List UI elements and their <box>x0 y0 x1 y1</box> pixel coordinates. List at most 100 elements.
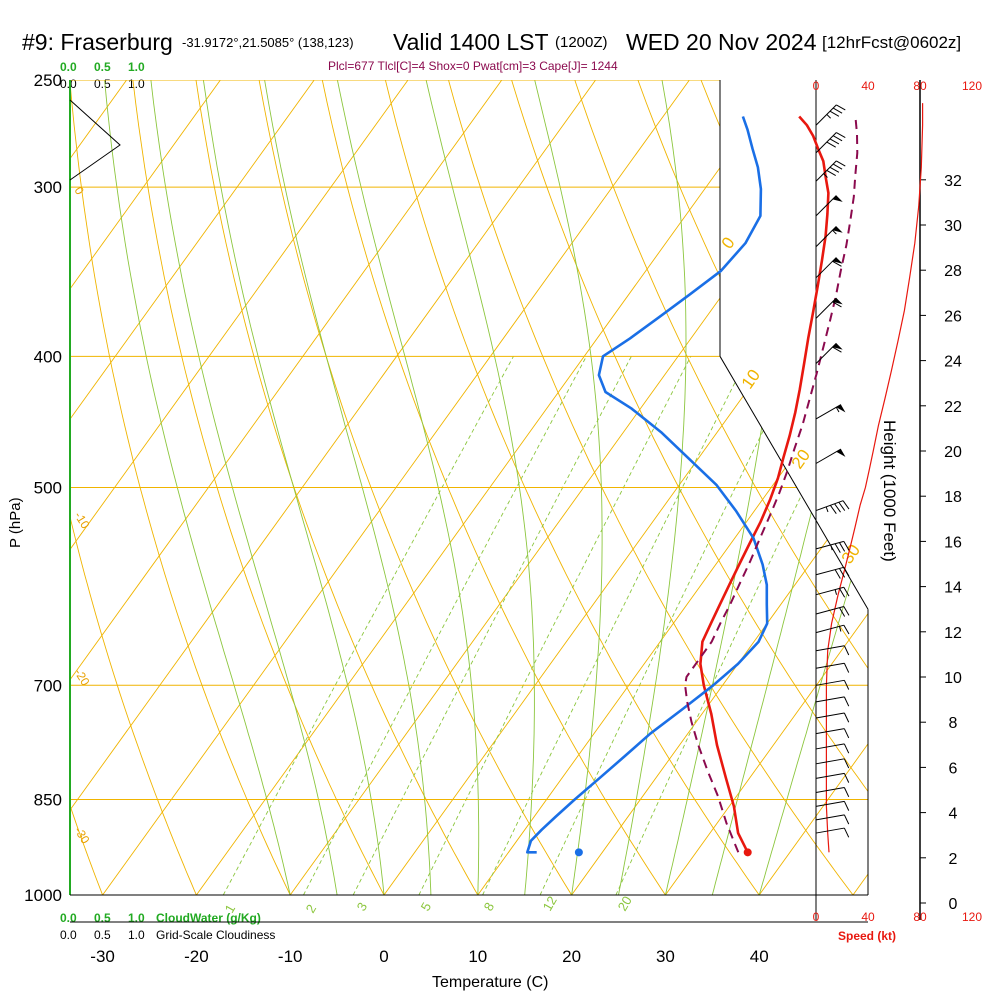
y-axis-title: P (hPa) <box>7 497 24 548</box>
wind-barb <box>815 342 843 364</box>
sounding-indices: Plcl=677 Tlcl[C]=4 Shox=0 Pwat[cm]=3 Cap… <box>328 59 618 73</box>
wind-barb-flag <box>843 814 850 825</box>
surface-temperature-marker <box>743 848 752 857</box>
dry-adiabat-line <box>132 80 385 895</box>
pressure-tick-label: 700 <box>34 676 62 695</box>
isotherm-line <box>70 80 315 895</box>
wind-barb-staff <box>815 160 837 182</box>
wind-barb-staff <box>815 728 845 735</box>
wind-barb-flag <box>843 606 850 616</box>
isotherm-line <box>665 80 868 895</box>
height-tick-label: 6 <box>949 760 958 777</box>
wind-barb-flag <box>843 624 850 635</box>
pressure-tick-label: 1000 <box>24 886 62 905</box>
wind-barb-pennant <box>832 226 843 233</box>
frame-layer <box>69 80 921 923</box>
speed-tick-bottom: 0 <box>813 910 820 924</box>
wind-barb-flag <box>839 542 846 552</box>
wind-barb-flag <box>829 138 840 145</box>
wind-barb-flag <box>842 500 850 510</box>
grid-layer <box>70 80 868 895</box>
wind-barb <box>815 257 843 279</box>
pressure-tick-label: 250 <box>34 71 62 90</box>
height-tick-label: 4 <box>949 806 958 823</box>
zulu-time: (1200Z) <box>555 34 608 51</box>
speed-tick-bottom: 120 <box>962 910 982 924</box>
wind-barb-staff <box>815 257 837 279</box>
moist-adiabat-line <box>758 80 868 895</box>
cloud-legend-green-0: 0.0 <box>60 60 77 74</box>
height-tick-label: 20 <box>944 444 962 461</box>
temperature-tick-label: -10 <box>278 947 303 966</box>
wind-barb <box>815 540 850 553</box>
wind-barb <box>815 586 850 598</box>
wind-barb-staff <box>815 772 845 779</box>
wind-barb <box>815 226 843 248</box>
cloud-legend-green-2: 1.0 <box>128 60 145 74</box>
cloud-legend-bottom-black-1: 0.5 <box>94 928 111 942</box>
wind-barb-staff <box>815 712 845 719</box>
cloud-legend-black-1: 0.5 <box>94 77 111 91</box>
wind-barb-flag <box>836 104 846 111</box>
wind-barb <box>815 758 850 769</box>
cloudiness-trace <box>69 99 121 181</box>
wind-barb-staff <box>815 606 844 615</box>
height-tick-label: 10 <box>944 670 962 687</box>
series-layer <box>526 115 859 857</box>
moist-adiabat-line <box>534 80 603 895</box>
wind-barb-flag <box>843 645 850 656</box>
wind-barb-flag <box>843 743 850 754</box>
temperature-tick-label: 20 <box>562 947 581 966</box>
wind-barb <box>815 712 850 723</box>
dry-adiabat-line <box>195 80 479 895</box>
wind-barb-flag <box>832 346 842 353</box>
y2-axis-title: Height (1000 Feet) <box>880 420 899 562</box>
dry-adiabat-line <box>384 80 760 895</box>
wind-barb-flag <box>834 503 841 513</box>
wind-barb-staff <box>815 226 837 248</box>
wind-barb-staff <box>815 586 844 596</box>
moist-adiabat-line <box>104 80 291 895</box>
pressure-tick-label: 500 <box>34 479 62 498</box>
wind-barb <box>815 297 843 319</box>
height-tick-label: 22 <box>944 399 962 416</box>
wind-barb-staff <box>815 800 845 807</box>
cloud-legend-bottom-green-0: 0.0 <box>60 911 77 925</box>
wind-barb-flag <box>843 567 850 577</box>
wind-barb-flag <box>843 787 850 797</box>
wind-barb-half-flag <box>830 544 833 551</box>
x-axis-title: Temperature (C) <box>432 974 548 991</box>
speed-tick-top: 80 <box>913 79 927 93</box>
wind-barb <box>815 787 850 797</box>
height-tick-label: 26 <box>944 308 962 325</box>
height-tick-label: 18 <box>944 489 962 506</box>
station-title: #9: Fraserburg <box>22 29 173 55</box>
wind-barb-staff <box>815 540 844 550</box>
wind-barb-flag <box>832 163 843 170</box>
wind-barb-flag <box>832 107 843 114</box>
height-tick-label: 32 <box>944 173 962 190</box>
dry-adiabat-line <box>574 80 868 895</box>
wind-barb <box>815 800 850 811</box>
wind-barb <box>815 645 850 656</box>
cloud-legend-bottom-black-2: 1.0 <box>128 928 145 942</box>
wind-barb <box>815 104 846 126</box>
wind-barb-staff <box>815 662 845 669</box>
height-tick-label: 16 <box>944 534 962 551</box>
wind-barb <box>815 566 850 579</box>
wind-barb-half-flag <box>832 229 837 235</box>
wind-barb-staff <box>815 297 837 319</box>
wind-barb <box>815 195 843 217</box>
temperature-tick-label: 30 <box>656 947 675 966</box>
wind-barb-flag <box>843 712 850 723</box>
wind-barb-staff <box>815 814 845 821</box>
wind-barb-pennant <box>836 404 846 413</box>
height-tick-label: 30 <box>944 218 962 235</box>
wind-barb-flag <box>843 728 850 739</box>
dewpoint-trace <box>526 116 769 854</box>
wind-barb <box>815 728 850 739</box>
temperature-tick-label: 10 <box>468 947 487 966</box>
height-tick-label: 28 <box>944 263 962 280</box>
height-tick-label: 0 <box>949 896 958 913</box>
